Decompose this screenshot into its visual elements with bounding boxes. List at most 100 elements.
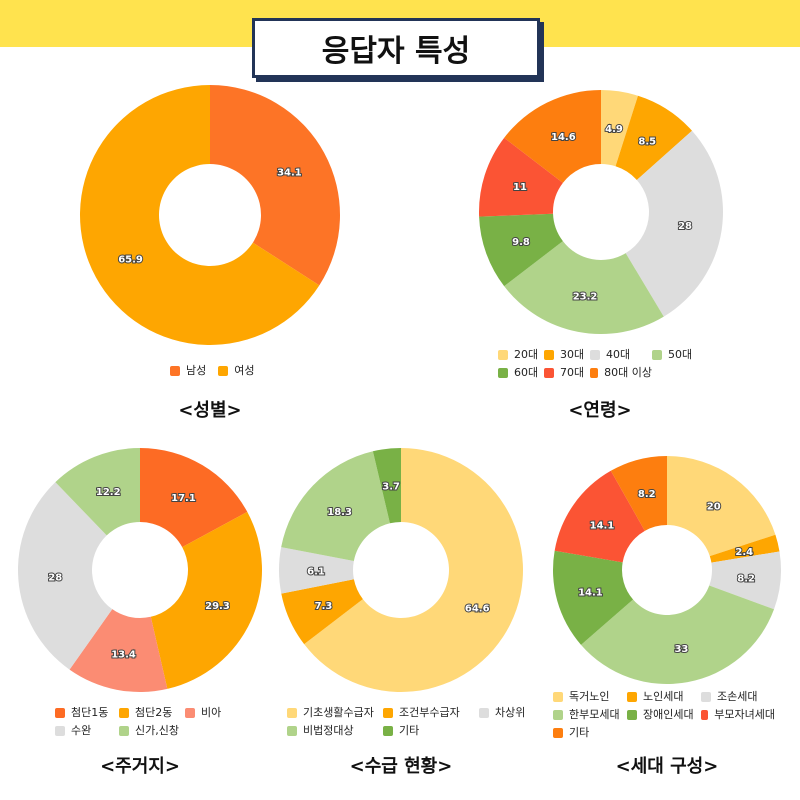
slice-item-3 [504, 241, 664, 334]
page-title: 응답자 특성 [252, 18, 540, 78]
legend-swatch [287, 726, 297, 736]
legend-label: 차상위 [495, 706, 526, 719]
legend-label: 장애인세대 [643, 708, 694, 721]
gender-legend: 남성 여성 [170, 362, 267, 380]
household-legend: 독거노인 노인세대 조손세대 한부모세대 장애인세대 부모자녀세대 기타 [553, 688, 775, 742]
legend-label: 30대 [560, 348, 585, 361]
data-label-item-6: 14.6 [551, 132, 576, 143]
slice-item-4 [372, 448, 401, 524]
legend-item-item-2: 40대 [590, 347, 652, 363]
data-label-item-5: 11 [513, 182, 527, 193]
data-label-item-3: 33 [674, 644, 688, 655]
legend-swatch [544, 350, 554, 360]
legend-swatch [498, 350, 508, 360]
legend-swatch [652, 350, 662, 360]
data-label-item-1: 65.9 [118, 254, 143, 265]
legend-label: 노인세대 [643, 690, 684, 703]
legend-item-item-5: 부모자녀세대 [701, 707, 775, 723]
legend-label: 수완 [71, 724, 92, 737]
legend-swatch [55, 708, 65, 718]
legend-item-item-2: 차상위 [479, 705, 531, 721]
legend-item-item-1: 노인세대 [627, 689, 701, 705]
legend-swatch [553, 728, 563, 738]
legend-label: 80대 이상 [604, 366, 652, 379]
data-label-item-3: 23.2 [573, 291, 598, 302]
legend-item-item-5: 70대 [544, 365, 590, 381]
slice-item-0 [210, 85, 340, 286]
legend-label: 기타 [399, 724, 420, 737]
legend-swatch [590, 350, 600, 360]
legend-swatch [185, 708, 195, 718]
legend-item-item-4: 장애인세대 [627, 707, 701, 723]
data-label-item-1: 8.5 [638, 137, 656, 148]
gender-caption: <성별> [178, 400, 242, 421]
legend-swatch [218, 366, 229, 376]
legend-label: 조손세대 [717, 690, 758, 703]
slice-item-0 [601, 90, 638, 167]
data-label-item-2: 8.2 [737, 573, 755, 584]
slice-item-1 [615, 95, 693, 181]
legend-item-item-1: 30대 [544, 347, 590, 363]
data-label-item-0: 4.9 [605, 124, 623, 135]
slice-item-3 [581, 585, 775, 684]
legend-swatch [627, 710, 637, 720]
data-label-item-0: 17.1 [171, 493, 196, 504]
legend-item-item-6: 기타 [553, 725, 627, 741]
data-label-item-2: 13.4 [111, 649, 136, 660]
slice-item-1 [281, 579, 363, 645]
legend-label: 40대 [606, 348, 631, 361]
data-label-item-3: 28 [48, 572, 62, 583]
slice-item-4 [553, 550, 634, 645]
data-label-item-2: 28 [678, 221, 692, 232]
legend-label: 50대 [668, 348, 693, 361]
legend-swatch [701, 692, 711, 702]
data-label-item-6: 8.2 [638, 489, 656, 500]
legend-swatch [119, 708, 129, 718]
legend-item-item-2: 조손세대 [701, 689, 775, 705]
legend-item-item-0: 20대 [498, 347, 544, 363]
legend-item-item-6: 80대 이상 [590, 365, 652, 381]
data-label-item-1: 7.3 [315, 601, 333, 612]
slice-item-2 [69, 609, 168, 692]
data-label-item-1: 2.4 [735, 547, 753, 558]
legend-label: 20대 [514, 348, 539, 361]
slice-item-0 [667, 456, 776, 557]
legend-label: 기초생활수급자 [303, 706, 374, 719]
legend-swatch [553, 710, 563, 720]
legend-swatch [170, 366, 180, 376]
legend-swatch [544, 368, 554, 378]
slice-item-0 [140, 448, 248, 548]
legend-label: 여성 [234, 364, 255, 377]
legend-item-item-0: 기초생활수급자 [287, 705, 383, 721]
slice-item-4 [479, 213, 563, 287]
data-label-item-4: 14.1 [578, 587, 603, 598]
slice-item-3 [17, 482, 113, 670]
data-label-item-0: 64.6 [465, 604, 490, 615]
slice-item-2 [278, 547, 354, 594]
legend-swatch [590, 368, 599, 378]
legend-label: 첨단2동 [135, 706, 173, 719]
slice-item-2 [709, 551, 781, 610]
data-label-item-4: 12.2 [96, 487, 121, 498]
legend-swatch [553, 692, 563, 702]
data-label-item-3: 18.3 [327, 507, 352, 518]
legend-label: 비아 [201, 706, 222, 719]
legend-swatch [627, 692, 637, 702]
data-label-item-0: 20 [707, 502, 721, 513]
legend-label: 기타 [569, 726, 590, 739]
legend-item-item-0: 독거노인 [553, 689, 627, 705]
slice-item-5 [554, 470, 645, 563]
legend-item-item-3: 비법정대상 [287, 723, 383, 739]
data-label-item-5: 14.1 [590, 520, 615, 531]
legend-item-item-3: 50대 [652, 347, 698, 363]
legend-item-item-1: 조건부수급자 [383, 705, 479, 721]
legend-item-item-0: 남성 [170, 363, 206, 379]
age-legend: 20대 30대 40대 50대 60대 70대 80대 이상 [498, 346, 698, 382]
legend-item-item-1: 여성 [218, 363, 255, 379]
